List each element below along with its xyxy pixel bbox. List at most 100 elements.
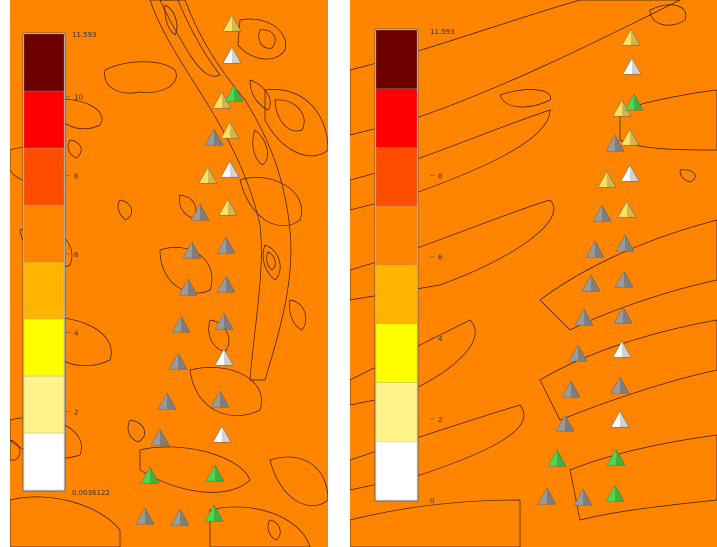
left-marker-shade — [226, 276, 235, 293]
left-marker-yellow-triangle — [222, 14, 242, 32]
right-marker-yellow-triangle — [617, 200, 637, 218]
left-marker-shade — [167, 393, 176, 410]
left-marker-shade — [230, 122, 239, 139]
left-marker-shade — [224, 349, 233, 366]
right-marker-yellow-triangle — [620, 128, 640, 146]
right-marker-shade — [571, 381, 580, 398]
right-legend-tick-label: 8 — [438, 173, 442, 181]
left-marker-shade — [145, 508, 154, 525]
left-marker-gray-triangle — [170, 508, 190, 526]
right-marker-shade — [565, 415, 574, 432]
left-legend-band — [23, 147, 65, 206]
right-marker-shade — [607, 171, 616, 188]
right-markers — [537, 28, 644, 506]
right-marker-gray-triangle — [561, 380, 581, 398]
right-marker-shade — [584, 309, 593, 326]
right-legend-band — [375, 29, 418, 89]
right-marker-white-triangle — [622, 57, 642, 75]
left-marker-white-triangle — [212, 425, 232, 443]
left-legend-band — [23, 375, 65, 434]
left-marker-shade — [160, 429, 169, 446]
left-marker-gray-triangle — [135, 507, 155, 525]
right-legend-band — [375, 323, 418, 383]
left-marker-shade — [150, 467, 159, 484]
right-marker-white-triangle — [610, 410, 630, 428]
right-marker-gray-triangle — [581, 274, 601, 292]
left-marker-shade — [208, 167, 217, 184]
left-marker-white-triangle — [214, 348, 234, 366]
right-marker-shade — [625, 235, 634, 252]
right-marker-shade — [615, 135, 624, 152]
right-marker-gray-triangle — [592, 204, 612, 222]
right-marker-green-triangle — [605, 484, 625, 502]
right-legend-band — [375, 88, 418, 148]
right-marker-gray-triangle — [613, 306, 633, 324]
left-legend-tick-label: 4 — [74, 330, 79, 338]
left-marker-shade — [192, 242, 201, 259]
left-legend-min-label: 0.0036122 — [72, 489, 110, 497]
right-marker-green-triangle — [606, 448, 626, 466]
right-marker-shade — [616, 449, 625, 466]
left-marker-gray-triangle — [168, 352, 188, 370]
left-marker-green-triangle — [224, 84, 244, 102]
right-marker-shade — [631, 29, 640, 46]
right-legend-band — [375, 206, 418, 266]
right-marker-shade — [557, 450, 566, 467]
right-marker-shade — [615, 485, 624, 502]
left-marker-shade — [230, 161, 239, 178]
left-marker-shade — [181, 316, 190, 333]
right-marker-gray-triangle — [605, 134, 625, 152]
left-marker-shade — [228, 199, 237, 216]
left-marker-gray-triangle — [178, 278, 198, 296]
left-marker-shade — [226, 237, 235, 254]
left-marker-shade — [180, 509, 189, 526]
right-legend-max-label: 11.593 — [430, 28, 455, 36]
left-legend-tick-label: 2 — [74, 408, 78, 416]
left-marker-green-triangle — [204, 504, 224, 522]
left-legend-tick-label: 10 — [74, 94, 83, 102]
left-marker-gray-triangle — [210, 390, 230, 408]
right-contour-map-panel: 11.593 0 2 4 6 8 — [350, 0, 717, 547]
right-contour-map: 11.593 0 2 4 6 8 — [350, 0, 717, 547]
left-marker-gray-triangle — [190, 203, 210, 221]
right-legend-band — [375, 147, 418, 207]
right-legend-min-label: 0 — [430, 497, 434, 505]
left-legend-band — [23, 204, 65, 263]
right-marker-shade — [627, 201, 636, 218]
right-marker-shade — [632, 58, 641, 75]
left-marker-yellow-triangle — [218, 198, 238, 216]
right-marker-shade — [620, 411, 629, 428]
right-marker-shade — [547, 488, 556, 505]
right-marker-yellow-triangle — [621, 28, 641, 46]
left-marker-green-triangle — [140, 466, 160, 484]
left-marker-gray-triangle — [171, 315, 191, 333]
left-marker-yellow-triangle — [198, 166, 218, 184]
left-marker-shade — [232, 15, 241, 32]
left-marker-shade — [220, 391, 229, 408]
right-marker-shade — [624, 271, 633, 288]
left-contour-map-panel: 11.593 0.0036122 2 4 6 8 10 — [10, 0, 328, 547]
right-marker-white-triangle — [620, 164, 640, 182]
left-markers — [135, 14, 244, 526]
right-marker-gray-triangle — [555, 414, 575, 432]
left-marker-gray-triangle — [214, 312, 234, 330]
left-marker-green-triangle — [205, 464, 225, 482]
right-marker-shade — [630, 165, 639, 182]
right-legend-band — [375, 264, 418, 324]
left-legend-tick-label: 8 — [74, 172, 78, 180]
right-legend-tick-label: 2 — [438, 416, 442, 424]
left-legend-colorbar — [22, 32, 66, 492]
right-legend-colorbar — [374, 28, 419, 502]
left-marker-shade — [188, 279, 197, 296]
left-marker-gray-triangle — [182, 241, 202, 259]
left-marker-shade — [232, 47, 241, 64]
right-marker-shade — [578, 345, 587, 362]
right-legend-band — [375, 382, 418, 442]
right-marker-shade — [595, 241, 604, 258]
right-marker-shade — [630, 129, 639, 146]
left-marker-shade — [234, 85, 243, 102]
left-marker-white-triangle — [220, 160, 240, 178]
left-legend-ticks: 2 4 6 8 10 — [66, 94, 83, 416]
right-marker-white-triangle — [612, 340, 632, 358]
left-marker-yellow-triangle — [220, 121, 240, 139]
